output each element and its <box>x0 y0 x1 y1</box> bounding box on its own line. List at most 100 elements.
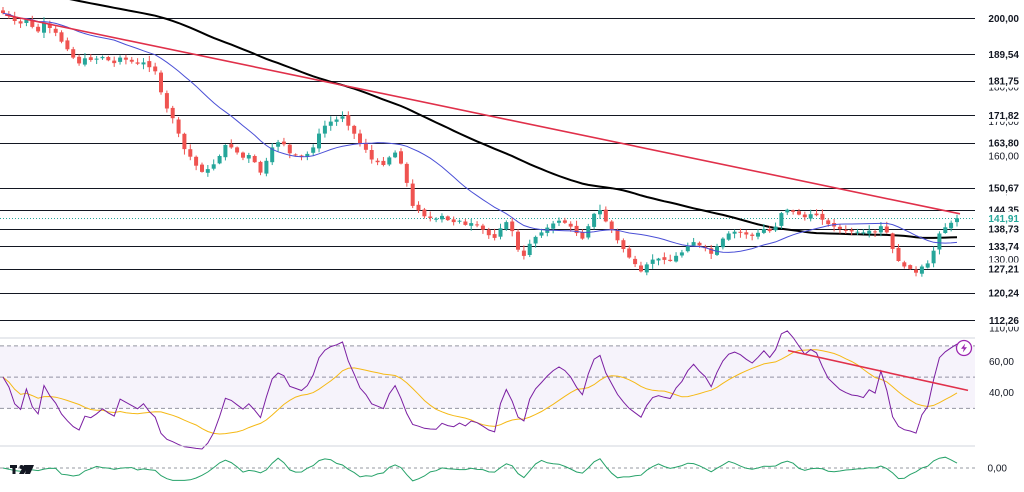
price-tick-4: 160,00 <box>988 152 1019 163</box>
candle-body-11 <box>65 40 70 50</box>
candle-body-95 <box>557 220 561 223</box>
price-tick-2: 180,00 <box>988 83 1019 94</box>
candle-body-161 <box>943 227 948 233</box>
candle-body-99 <box>580 232 585 239</box>
candle-body-34 <box>200 164 204 172</box>
candle-body-86 <box>504 222 509 230</box>
candle-body-130 <box>761 229 766 233</box>
candle-body-24 <box>141 62 146 65</box>
candle-body-104 <box>609 221 614 230</box>
candle-body-74 <box>434 218 439 220</box>
candle-body-108 <box>633 258 638 265</box>
candle-body-9 <box>53 28 58 33</box>
candle-body-8 <box>47 23 52 28</box>
candle-body-71 <box>416 204 421 211</box>
candle-body-103 <box>603 209 608 222</box>
candle-body-41 <box>241 152 245 158</box>
candle-body-77 <box>451 219 456 223</box>
tradingview-logo[interactable] <box>10 465 34 474</box>
candle-body-40 <box>235 147 240 153</box>
candle-body-123 <box>720 238 725 248</box>
level-label-4: 163,80 <box>988 138 1019 149</box>
candle-body-54 <box>317 133 321 149</box>
candle-body-100 <box>586 226 591 238</box>
candle-body-59 <box>346 115 351 126</box>
candle-body-37 <box>217 156 222 164</box>
candle-body-13 <box>77 56 82 64</box>
candle-body-10 <box>59 32 64 42</box>
candle-body-22 <box>129 59 134 62</box>
candle-body-133 <box>779 213 784 226</box>
candle-body-20 <box>118 57 123 62</box>
long-ma-line <box>69 0 958 239</box>
candle-body-62 <box>363 143 368 150</box>
level-label-1-bg <box>979 47 1023 61</box>
level-label-2: 181,75 <box>988 77 1019 88</box>
candle-body-68 <box>399 151 403 164</box>
candle-body-82 <box>480 225 485 230</box>
candle-body-90 <box>527 243 532 255</box>
candle-body-88 <box>516 231 520 250</box>
candle-body-47 <box>276 142 281 147</box>
candle-body-67 <box>393 152 398 158</box>
price-tick-9: 110,00 <box>989 324 1019 335</box>
candle-body-23 <box>135 62 140 64</box>
candle-body-107 <box>627 248 632 258</box>
level-label-8-bg <box>979 239 1023 253</box>
lightning-icon[interactable] <box>955 339 973 357</box>
candle-body-32 <box>188 149 193 157</box>
candle-body-128 <box>750 234 755 236</box>
candle-body-69 <box>404 163 409 183</box>
candle-body-55 <box>322 125 327 134</box>
candle-body-126 <box>738 231 743 233</box>
candle-body-42 <box>246 155 251 159</box>
level-label-0: 200,00 <box>988 14 1019 25</box>
candle-body-140 <box>820 213 825 220</box>
candle-body-87 <box>510 221 515 232</box>
candle-body-57 <box>334 119 339 122</box>
rsi-ma-line <box>2 349 958 435</box>
candle-body-52 <box>305 153 310 157</box>
candle-body-144 <box>843 229 848 231</box>
candle-body-26 <box>153 66 158 72</box>
rsi-pane: 60,00 40,00 <box>0 330 1014 450</box>
candle-body-97 <box>568 223 573 227</box>
candles <box>1 7 959 277</box>
level-label-7-bg <box>979 222 1023 236</box>
candle-body-114 <box>668 259 673 261</box>
candle-body-156 <box>914 269 918 273</box>
candle-body-64 <box>375 160 380 163</box>
rsi-tick-0: 60,00 <box>989 357 1014 368</box>
osc-tick-0: 0,00 <box>988 464 1008 475</box>
candle-body-89 <box>521 250 526 256</box>
candle-body-21 <box>123 57 128 60</box>
candle-body-6 <box>36 26 41 32</box>
oscillator-pane: 0,00 <box>0 445 1008 482</box>
level-label-2-bg <box>979 74 1023 88</box>
candle-body-159 <box>931 250 936 264</box>
short-ma-line <box>2 12 958 253</box>
candle-body-139 <box>814 213 819 216</box>
level-label-6: 144,35 <box>988 205 1019 216</box>
level-label-3: 171,82 <box>988 111 1019 122</box>
candle-body-96 <box>562 220 567 223</box>
candle-body-106 <box>621 240 626 249</box>
candle-body-56 <box>328 121 333 126</box>
candle-body-125 <box>732 231 737 234</box>
candle-body-81 <box>475 224 480 226</box>
candle-body-149 <box>873 231 878 233</box>
candle-body-151 <box>884 226 889 233</box>
candle-body-115 <box>674 255 679 262</box>
candle-body-92 <box>539 232 544 236</box>
candle-body-70 <box>410 183 415 206</box>
candle-body-132 <box>773 226 778 231</box>
candle-body-49 <box>287 144 292 154</box>
candle-body-12 <box>71 49 76 58</box>
level-label-7: 138,73 <box>988 225 1019 236</box>
rsi-trendline <box>787 349 969 392</box>
candle-body-112 <box>656 258 661 261</box>
candle-body-16 <box>94 58 99 60</box>
main-pane <box>0 0 975 321</box>
candle-body-121 <box>709 248 714 254</box>
candle-body-51 <box>299 155 304 157</box>
